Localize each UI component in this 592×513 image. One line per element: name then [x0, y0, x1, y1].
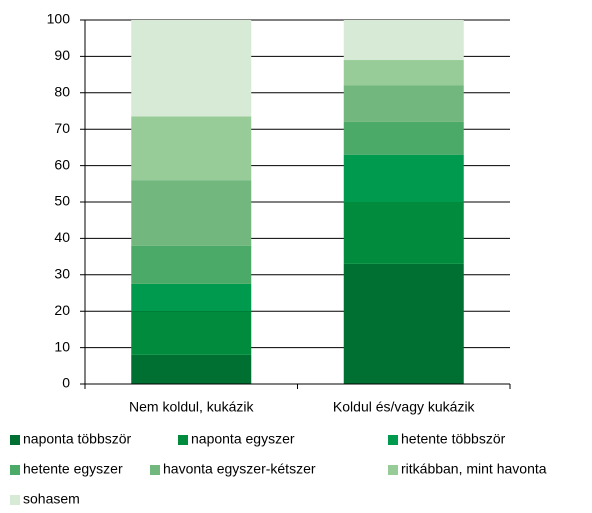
x-tick-label: Koldul és/vagy kukázik [333, 399, 476, 415]
bar-segment [343, 20, 464, 61]
legend-swatch [150, 465, 160, 475]
bar-segment [131, 245, 252, 284]
y-tick-label: 100 [47, 11, 71, 27]
x-tick-label: Nem koldul, kukázik [129, 399, 254, 415]
legend-label: naponta egyszer [191, 431, 295, 447]
bar-segment [343, 154, 464, 202]
bar-segment [343, 121, 464, 155]
bar-segment [131, 20, 252, 117]
legend-label: naponta többször [23, 431, 132, 447]
legend-swatch [10, 495, 20, 505]
bar-segment [343, 60, 464, 86]
legend-swatch [178, 435, 188, 445]
legend-swatch [10, 435, 20, 445]
y-tick-label: 60 [54, 156, 70, 172]
legend-label: hetente többször [401, 431, 506, 447]
legend-label: sohasem [23, 491, 80, 507]
bar-segment [131, 116, 252, 181]
legend-label: havonta egyszer-kétszer [163, 461, 316, 477]
bar-segment [131, 283, 252, 312]
bar-segment [343, 85, 464, 122]
legend-label: ritkábban, mint havonta [401, 461, 547, 477]
y-tick-label: 30 [54, 266, 70, 282]
legend-label: hetente egyszer [23, 461, 123, 477]
y-tick-label: 0 [62, 375, 70, 391]
y-tick-label: 20 [54, 302, 70, 318]
bar-segment [343, 263, 464, 384]
y-tick-label: 90 [54, 47, 70, 63]
bar-segment [343, 202, 464, 264]
y-tick-label: 50 [54, 193, 70, 209]
bar-segment [131, 354, 252, 384]
y-tick-label: 40 [54, 229, 70, 245]
y-tick-label: 70 [54, 120, 70, 136]
legend-swatch [388, 435, 398, 445]
legend-swatch [10, 465, 20, 475]
bar-segment [131, 180, 252, 246]
legend-swatch [388, 465, 398, 475]
bar-segment [131, 311, 252, 355]
y-tick-label: 10 [54, 338, 70, 354]
y-tick-label: 80 [54, 84, 70, 100]
